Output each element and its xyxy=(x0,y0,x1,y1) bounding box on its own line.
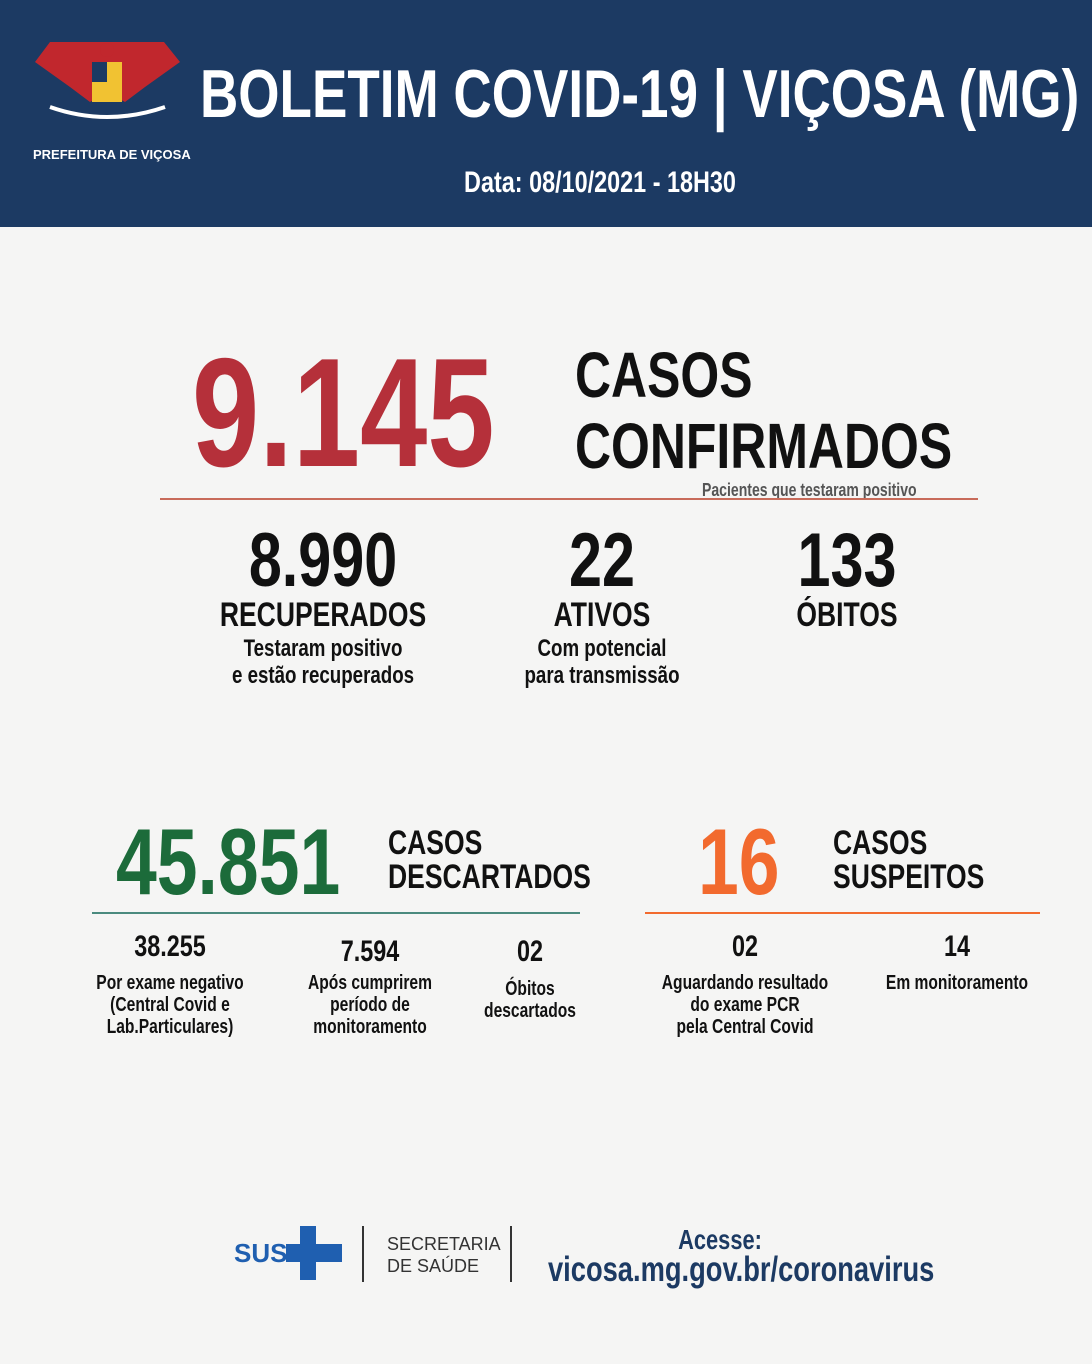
breakdown-note: (Central Covid e xyxy=(110,994,230,1016)
divider xyxy=(160,498,978,500)
stat-label: ÓBITOS xyxy=(796,596,898,634)
breakdown-note: Por exame negativo xyxy=(96,972,244,994)
stat-label: ATIVOS xyxy=(553,596,651,634)
logo xyxy=(35,42,180,119)
breakdown-note: Lab.Particulares) xyxy=(106,1016,234,1038)
stat-value: 8.990 xyxy=(248,518,398,603)
org: PREFEITURA DE VIÇOSA xyxy=(33,147,191,162)
sus-text: SUS xyxy=(234,1238,287,1268)
title: BOLETIM COVID-19 | VIÇOSA (MG) xyxy=(200,56,1080,132)
discarded-label: DESCARTADOS xyxy=(388,858,591,896)
stat-value: 22 xyxy=(569,518,635,603)
divider xyxy=(645,912,1040,914)
secretaria: DE SAÚDE xyxy=(387,1256,480,1276)
stat-note: e estão recuperados xyxy=(231,662,415,689)
separator xyxy=(362,1226,364,1282)
divider xyxy=(92,912,580,914)
breakdown-note: do exame PCR xyxy=(690,994,800,1016)
breakdown-note: descartados xyxy=(484,1000,576,1022)
sus-logo: SUS xyxy=(234,1226,342,1280)
discarded-label: CASOS xyxy=(388,824,483,862)
breakdown-note: Aguardando resultado xyxy=(661,972,829,994)
stat-note: Com potencial xyxy=(537,635,667,662)
suspected-label: CASOS xyxy=(833,824,928,862)
confirmed-label: CONFIRMADOS xyxy=(575,410,953,482)
header: PREFEITURA DE VIÇOSA BOLETIM COVID-19 | … xyxy=(0,0,1092,227)
breakdown-value: 02 xyxy=(731,930,759,963)
breakdown-note: monitoramento xyxy=(313,1016,427,1038)
breakdown-value: 38.255 xyxy=(134,930,206,963)
discarded-value: 45.851 xyxy=(116,809,341,914)
breakdown-note: Em monitoramento xyxy=(885,972,1029,994)
suspected-label: SUSPEITOS xyxy=(833,858,985,896)
stat-note: para transmissão xyxy=(524,662,680,689)
suspected-value: 16 xyxy=(698,809,780,914)
secretaria: SECRETARIA xyxy=(387,1234,501,1254)
breakdown-value: 02 xyxy=(516,935,544,968)
breakdown-note: Óbitos xyxy=(505,978,555,1000)
breakdown-value: 7.594 xyxy=(340,935,400,968)
date: Data: 08/10/2021 - 18H30 xyxy=(464,166,736,199)
stat-value: 133 xyxy=(797,518,897,603)
confirmed-note: Pacientes que testaram positivo xyxy=(702,480,917,500)
stat-note: Testaram positivo xyxy=(243,635,403,662)
breakdown-note: pela Central Covid xyxy=(676,1016,814,1038)
confirmed-label: CASOS xyxy=(575,339,753,411)
stat-label: RECUPERADOS xyxy=(219,596,427,634)
confirmed-value: 9.145 xyxy=(192,326,495,499)
url[interactable]: vicosa.mg.gov.br/coronavirus xyxy=(548,1250,935,1289)
breakdown-value: 14 xyxy=(943,930,971,963)
breakdown-note: Após cumprirem xyxy=(308,972,432,994)
breakdown-note: período de xyxy=(330,994,410,1016)
separator xyxy=(510,1226,512,1282)
access: Acesse: xyxy=(678,1224,762,1255)
